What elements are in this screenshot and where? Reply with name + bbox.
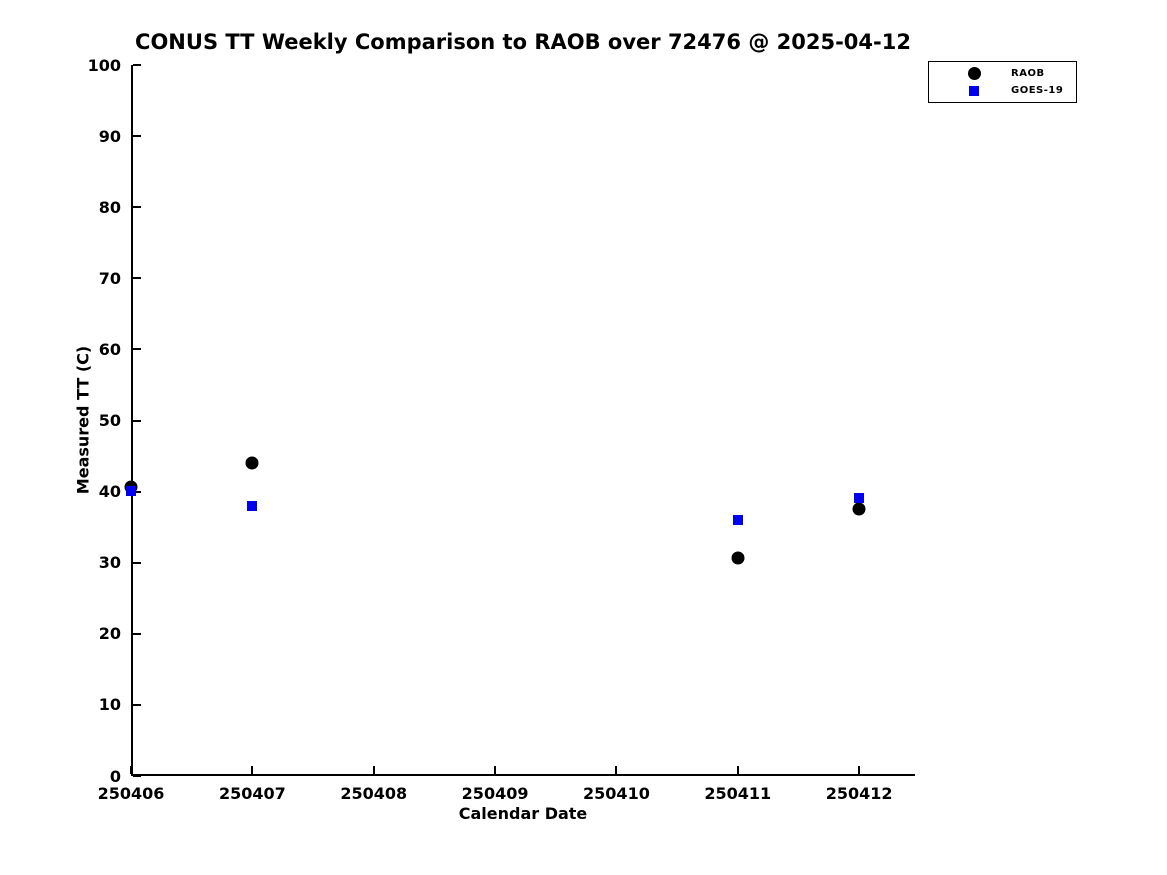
y-tick-label: 20 [98,624,121,644]
legend-label: GOES-19 [1011,85,1064,96]
x-tick-label: 250408 [340,784,408,803]
y-tick [133,277,141,280]
data-point-goes-19 [247,500,258,511]
y-tick-label: 30 [98,553,121,573]
chart-title: CONUS TT Weekly Comparison to RAOB over … [135,30,911,54]
x-tick-label: 250412 [825,784,893,803]
data-point-goes-19 [854,492,865,503]
y-tick-label: 0 [109,766,121,786]
x-tick [130,766,132,774]
legend-marker-box [959,67,989,80]
y-tick [133,135,141,138]
y-tick-label: 90 [98,126,121,146]
x-tick [251,766,254,774]
circle-marker-icon [967,67,981,80]
y-tick [133,64,141,66]
y-tick [133,632,141,635]
y-tick [133,206,141,209]
x-tick-label: 250409 [461,784,529,803]
x-tick [858,766,861,774]
legend-item-raob: RAOB [929,65,1076,82]
y-tick [133,348,141,351]
data-point-raob [731,551,745,565]
y-tick-label: 80 [98,197,121,217]
y-tick [133,703,141,706]
legend: RAOB GOES-19 [928,61,1077,103]
x-axis-label: Calendar Date [458,804,588,823]
x-tick [615,766,618,774]
y-tick-label: 50 [98,411,121,430]
y-tick-label: 100 [87,55,121,75]
y-tick [133,419,141,422]
legend-marker-box [959,85,989,96]
y-tick [133,490,141,493]
y-tick-label: 60 [98,339,121,359]
x-tick-label: 250410 [583,784,650,803]
data-point-raob [852,502,866,516]
x-tick [736,766,739,774]
y-tick-label: 10 [98,695,121,715]
data-point-raob [245,456,259,470]
plot-area [131,65,915,776]
y-tick-label: 40 [98,482,121,502]
legend-label: RAOB [1011,68,1045,79]
x-tick-label: 250407 [218,784,286,803]
square-marker-icon [969,85,979,96]
data-point-goes-19 [732,515,743,526]
legend-item-goes-19: GOES-19 [929,82,1076,99]
x-tick-label: 250406 [97,784,165,803]
y-tick-label: 70 [98,268,121,288]
y-tick [133,775,141,777]
y-tick [133,561,141,564]
x-tick-label: 250411 [704,784,772,803]
x-tick [372,766,375,774]
x-tick [494,766,497,774]
data-point-goes-19 [126,485,136,496]
